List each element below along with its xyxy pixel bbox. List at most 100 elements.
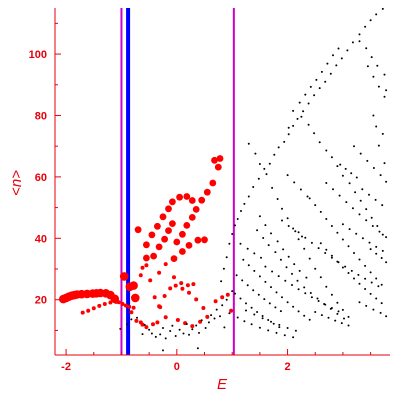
black-point-32: [228, 312, 231, 315]
red-point-92: [220, 295, 225, 300]
black-point-157: [292, 305, 295, 308]
black-point-8: [154, 335, 157, 338]
black-point-159: [303, 314, 306, 317]
black-point-87: [336, 301, 339, 304]
black-point-99: [354, 191, 357, 194]
black-point-88: [341, 308, 344, 311]
red-point-90: [205, 314, 210, 319]
black-point-98: [348, 182, 351, 185]
black-point-128: [282, 248, 285, 251]
black-point-183: [267, 329, 270, 332]
black-point-263: [264, 265, 267, 268]
black-point-46: [252, 186, 255, 188]
black-point-296: [372, 114, 375, 117]
black-point-165: [256, 311, 259, 313]
red-point-33: [162, 294, 167, 298]
black-point-103: [376, 225, 379, 227]
black-point-156: [286, 301, 289, 304]
black-point-104: [381, 233, 384, 236]
black-point-276: [293, 181, 296, 184]
black-point-13: [171, 324, 174, 327]
black-point-94: [325, 149, 328, 152]
black-point-295: [377, 144, 380, 147]
black-point-91: [307, 123, 310, 126]
y-tick-label: 40: [35, 233, 47, 245]
black-point-33: [231, 290, 234, 293]
black-point-25: [210, 314, 213, 317]
black-point-247: [355, 176, 358, 179]
black-point-282: [260, 256, 262, 259]
black-point-191: [330, 225, 333, 227]
black-point-63: [340, 57, 343, 60]
black-point-1: [126, 323, 128, 326]
red-point-84: [158, 305, 163, 310]
black-point-160: [308, 318, 311, 321]
black-point-226: [325, 182, 328, 184]
black-point-201: [319, 242, 322, 245]
black-point-143: [316, 297, 319, 300]
red-point-97: [131, 293, 140, 303]
black-point-194: [347, 245, 350, 248]
black-point-251: [385, 261, 388, 264]
black-point-300: [261, 317, 264, 320]
black-point-122: [376, 64, 379, 67]
black-point-279: [239, 242, 242, 245]
red-point-83: [152, 295, 157, 300]
black-point-43: [240, 210, 242, 212]
red-point-61: [170, 255, 178, 262]
black-point-195: [353, 252, 355, 254]
y-tick-label: 80: [35, 110, 47, 122]
black-point-223: [364, 277, 367, 280]
red-point-93: [225, 292, 230, 297]
black-point-202: [325, 248, 328, 251]
black-point-172: [246, 284, 249, 287]
red-point-91: [213, 299, 218, 304]
black-point-283: [341, 223, 344, 226]
black-point-85: [325, 285, 328, 288]
black-point-42: [236, 218, 239, 220]
black-point-264: [271, 270, 274, 273]
black-point-270: [310, 296, 313, 299]
black-point-231: [358, 213, 361, 216]
y-axis-label: <n>: [8, 170, 25, 196]
black-point-206: [347, 272, 350, 274]
black-point-222: [357, 273, 360, 276]
black-point-83: [314, 267, 317, 270]
black-point-210: [369, 292, 372, 295]
red-point-49: [148, 231, 156, 239]
black-point-147: [343, 317, 345, 320]
black-point-176: [268, 302, 271, 305]
red-point-16: [123, 303, 128, 308]
black-point-269: [304, 292, 307, 295]
red-point-19: [80, 310, 85, 315]
black-point-82: [308, 257, 311, 260]
black-point-163: [245, 302, 247, 305]
black-point-136: [274, 251, 277, 254]
black-point-199: [375, 277, 378, 280]
red-point-75: [198, 196, 206, 204]
black-point-75: [271, 186, 274, 189]
red-point-21: [91, 306, 96, 311]
red-point-42: [144, 263, 149, 268]
x-tick-label: -2: [61, 361, 71, 373]
black-point-305: [281, 219, 283, 222]
red-point-31: [155, 320, 160, 325]
black-point-55: [296, 117, 299, 120]
black-point-250: [380, 257, 383, 259]
black-point-123: [383, 73, 386, 76]
black-point-97: [341, 174, 344, 177]
black-point-200: [380, 283, 383, 286]
vertical-lines-layer: [120, 8, 235, 355]
black-point-178: [279, 310, 282, 313]
black-point-135: [267, 244, 270, 247]
black-point-15: [178, 328, 181, 331]
red-point-43: [150, 252, 158, 260]
red-point-52: [165, 205, 172, 213]
black-point-287: [368, 241, 371, 244]
red-point-94: [229, 308, 234, 313]
black-point-271: [317, 300, 320, 302]
black-point-189: [319, 210, 322, 213]
black-point-155: [281, 296, 283, 299]
red-point-50: [154, 222, 161, 230]
black-point-234: [378, 230, 381, 233]
